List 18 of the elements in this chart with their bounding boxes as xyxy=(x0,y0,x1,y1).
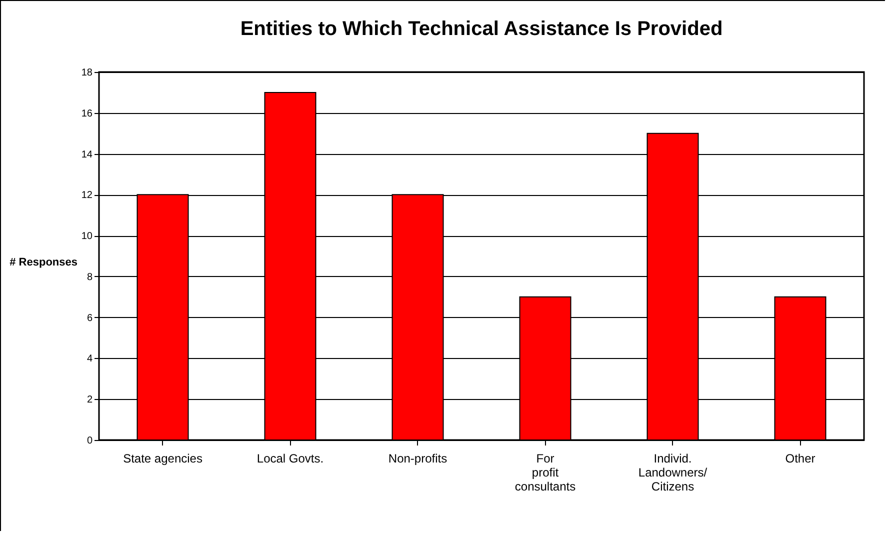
y-tick-label: 8 xyxy=(86,272,93,283)
x-tick-label: Non-profits xyxy=(388,452,448,466)
y-tick-label: 2 xyxy=(86,394,93,406)
x-tick-label: Individ. Landowners/ Citizens xyxy=(638,452,708,494)
y-tick-label: 10 xyxy=(81,231,93,242)
chart-title: Entities to Which Technical Assistance Is Provided xyxy=(240,18,723,40)
y-tick-label: 4 xyxy=(86,354,93,365)
y-tick-label: 14 xyxy=(81,149,93,160)
y-tick-label: 18 xyxy=(81,68,93,78)
x-tick-label: Local Govts. xyxy=(256,452,324,466)
x-tick-label: State agencies xyxy=(123,452,202,466)
y-tick-label: 0 xyxy=(86,436,93,446)
y-tick-label: 6 xyxy=(86,312,93,324)
x-tick-label: Other xyxy=(785,452,816,466)
x-tick-label: For profit consultants xyxy=(514,452,576,494)
y-tick-label: 12 xyxy=(81,190,93,202)
y-tick-label: 16 xyxy=(81,108,93,120)
y-axis-title: # Responses xyxy=(10,256,78,268)
